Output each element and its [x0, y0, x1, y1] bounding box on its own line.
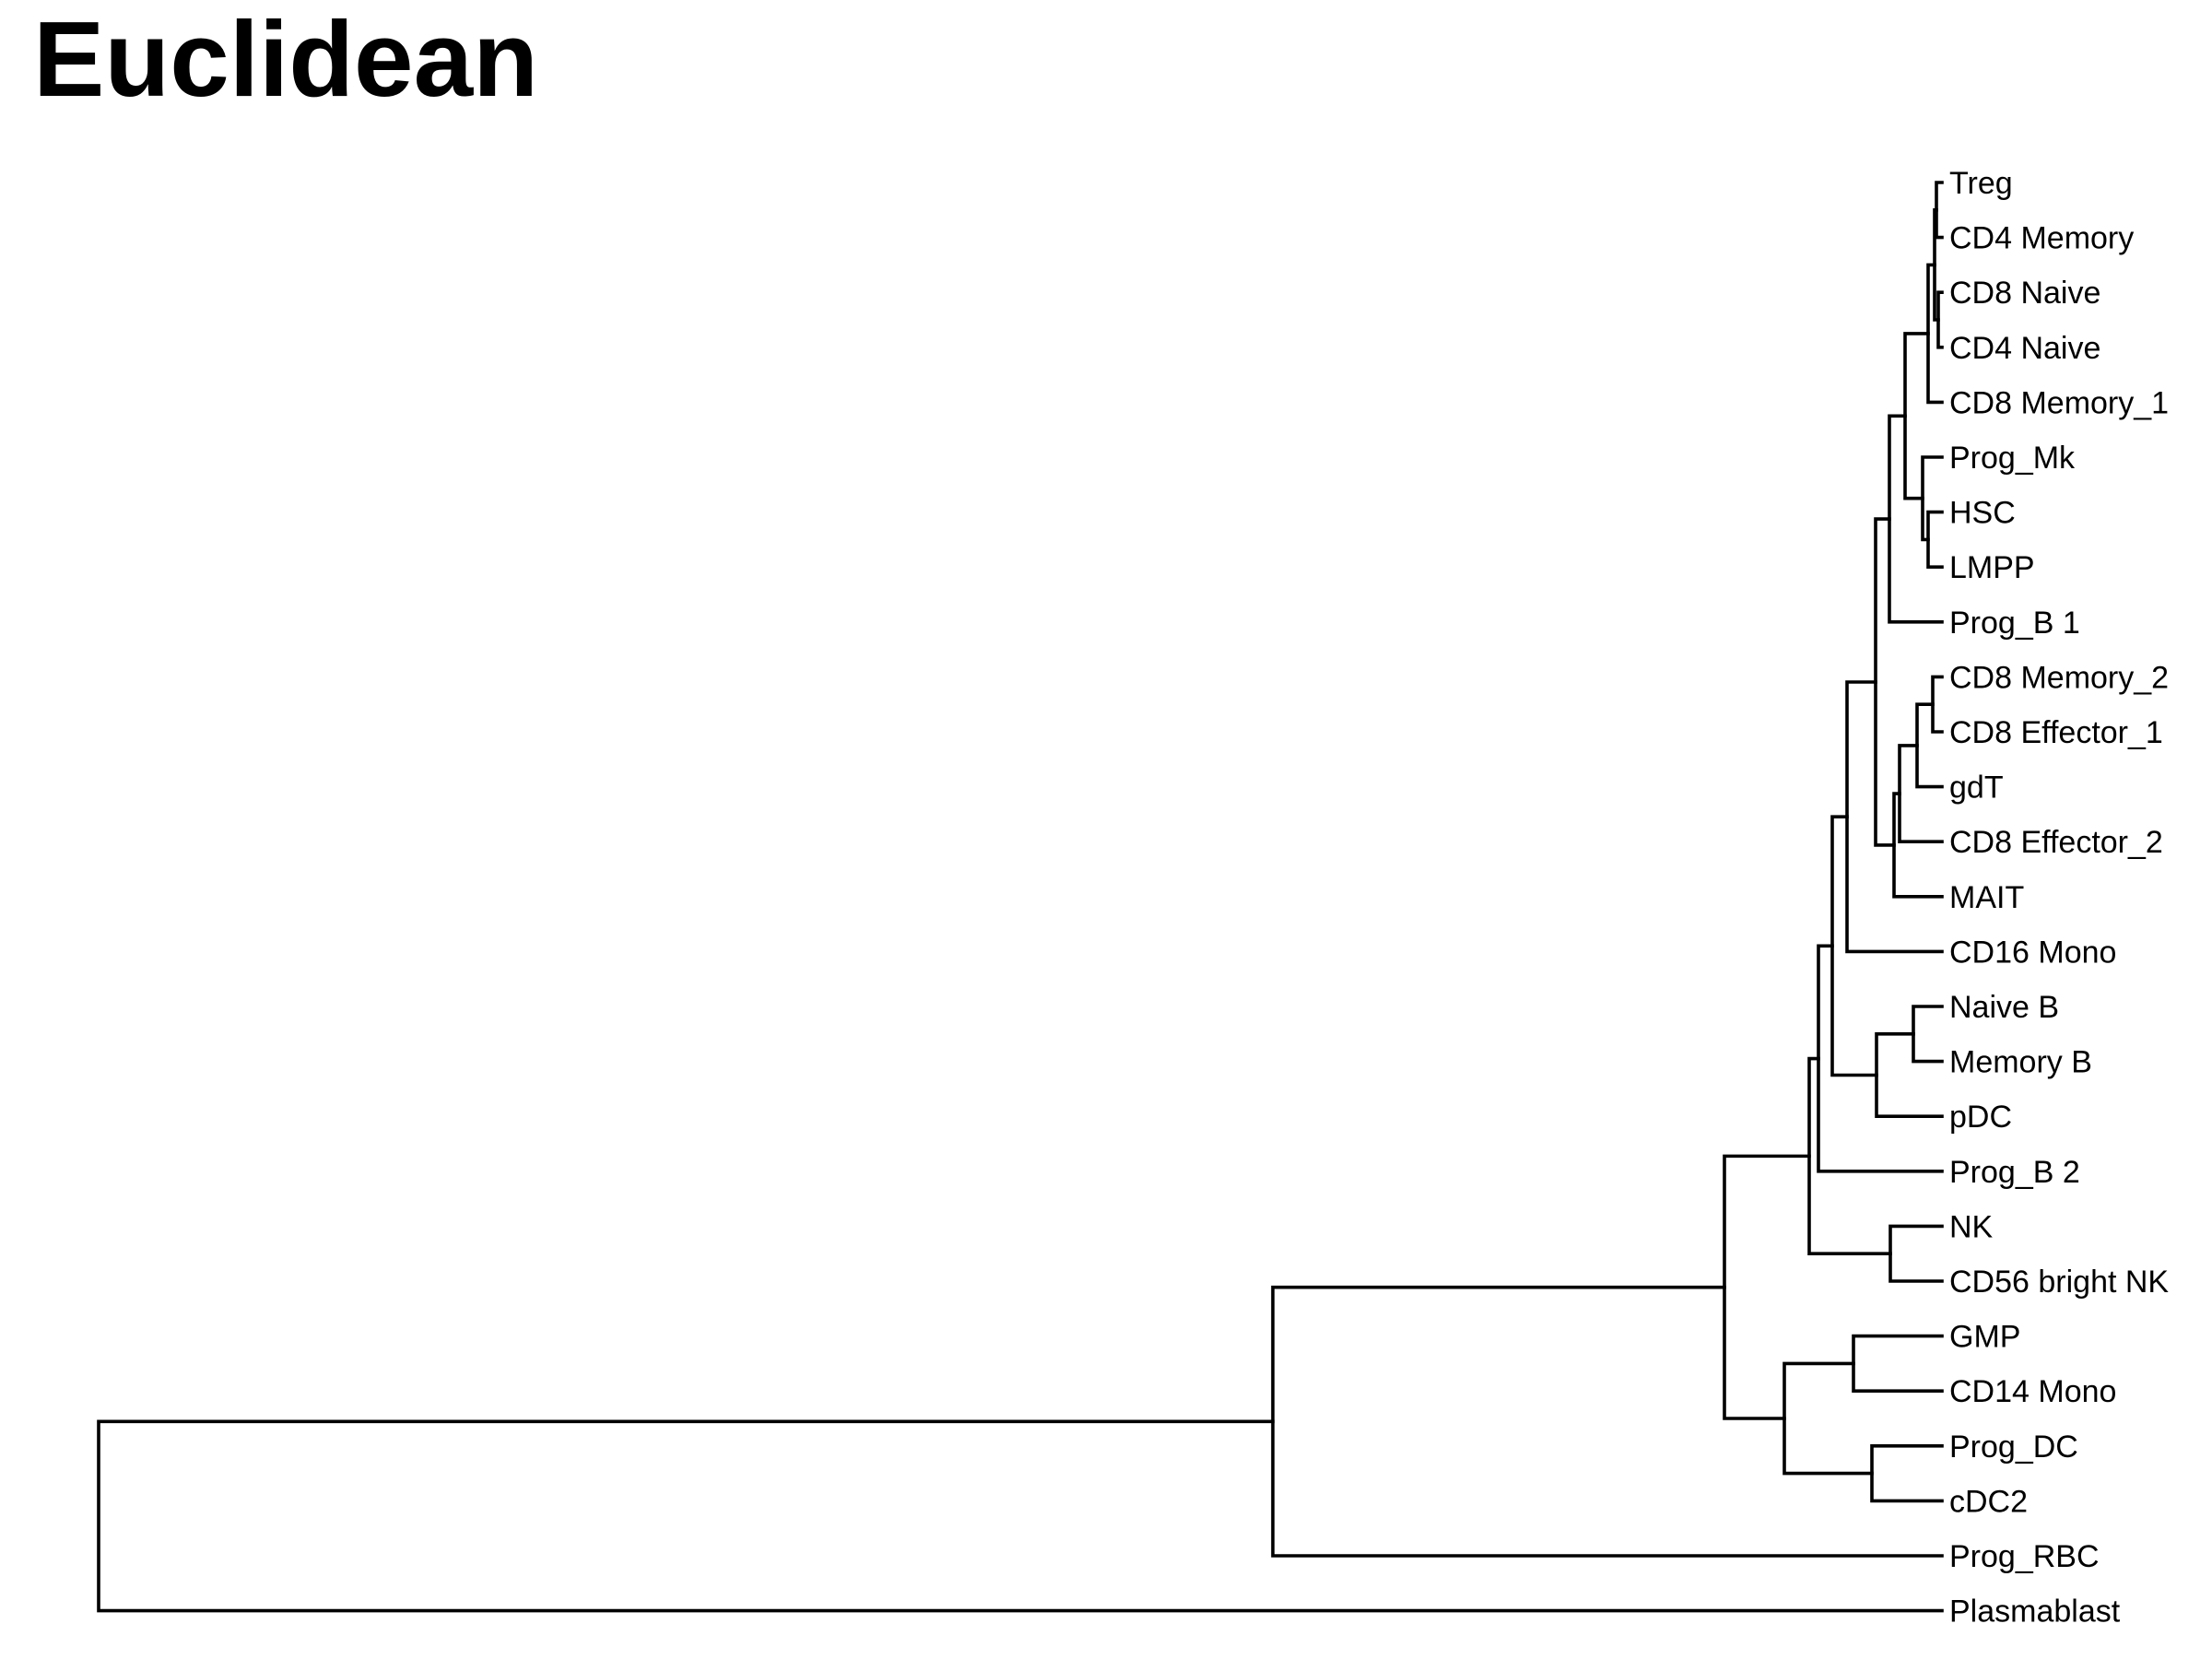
branch-merge: [1888, 1224, 1944, 1283]
leaf-label: GMP: [1949, 1320, 2020, 1355]
leaf-label: Plasmablast: [1949, 1594, 2121, 1630]
branch-merge: [1830, 815, 1878, 1077]
leaf-label: pDC: [1949, 1100, 2012, 1135]
dendrogram-branches: [97, 181, 1944, 1613]
leaf-label: Prog_DC: [1949, 1430, 2078, 1465]
branch-merge: [1874, 517, 1896, 847]
leaf-label: Memory B: [1949, 1045, 2092, 1080]
branch-merge: [1915, 702, 1944, 789]
leaf-label: gdT: [1949, 771, 2004, 806]
leaf-label: MAIT: [1949, 880, 2024, 915]
branch-merge: [1817, 944, 1944, 1173]
leaf-label: Prog_B 2: [1949, 1155, 2080, 1190]
branch-merge: [1852, 1334, 1944, 1393]
leaf-label: HSC: [1949, 496, 2016, 531]
leaf-label: Prog_RBC: [1949, 1539, 2100, 1574]
branch-merge: [1271, 1285, 1944, 1558]
branch-merge: [1875, 1032, 1944, 1118]
leaf-label: Prog_B 1: [1949, 606, 2080, 641]
branch-merge: [1921, 455, 1944, 542]
leaf-label: LMPP: [1949, 550, 2035, 585]
leaf-label: cDC2: [1949, 1484, 2028, 1519]
leaf-label: CD14 Mono: [1949, 1374, 2116, 1409]
leaf-label: CD4 Naive: [1949, 331, 2100, 366]
leaf-label: CD4 Memory: [1949, 221, 2134, 256]
leaf-label: CD56 bright NK: [1949, 1265, 2169, 1300]
leaf-label: CD8 Memory_2: [1949, 660, 2169, 695]
leaf-label: Naive B: [1949, 990, 2059, 1025]
leaf-label: CD8 Memory_1: [1949, 385, 2169, 420]
branch-merge: [1926, 510, 1944, 569]
leaf-label: NK: [1949, 1209, 1994, 1244]
branch-merge: [1870, 1444, 1944, 1503]
branch-merge: [1903, 332, 1930, 500]
branch-merge: [1912, 1005, 1944, 1064]
branch-merge: [1723, 1154, 1811, 1420]
leaf-label: Treg: [1949, 166, 2013, 201]
leaf-label: CD8 Naive: [1949, 276, 2100, 311]
leaf-label: CD8 Effector_2: [1949, 825, 2163, 860]
leaf-label: CD16 Mono: [1949, 935, 2116, 970]
branch-merge: [1888, 414, 1944, 624]
branch-merge: [1898, 744, 1944, 843]
leaf-labels: Treg CD4 Memory CD8 Naive CD4 Naive CD8 Memo…: [1949, 166, 2169, 1630]
branch-merge: [97, 1419, 1944, 1613]
leaf-label: CD8 Effector_1: [1949, 715, 2163, 750]
chart-title: Euclidean: [33, 0, 538, 119]
branch-merge: [1783, 1361, 1874, 1476]
leaf-label: Prog_Mk: [1949, 441, 2076, 476]
